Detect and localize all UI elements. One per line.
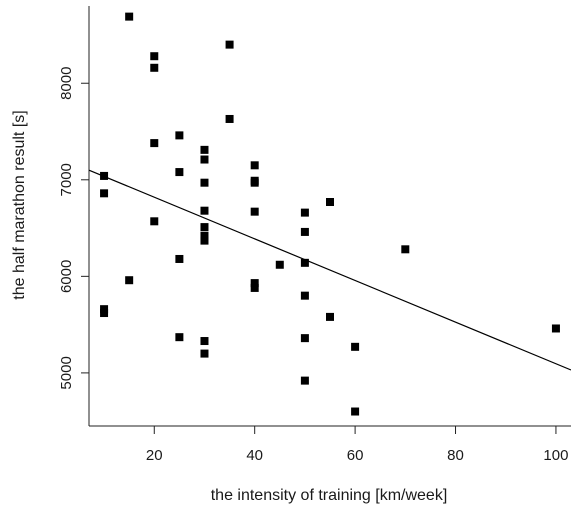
data-point [200,231,209,240]
y-tick-label: 8000 [58,67,75,100]
data-point [300,376,309,385]
data-point [200,236,209,245]
plot-frame [88,6,571,427]
data-point [250,279,259,288]
data-point [100,171,109,180]
data-point [175,254,184,263]
data-point [300,258,309,267]
data-point [200,155,209,164]
data-point [250,161,259,170]
data-point [175,131,184,140]
data-point [300,227,309,236]
data-point [150,52,159,61]
data-point [100,309,109,318]
data-point [351,407,360,416]
x-axis: 20 40 60 80 100 [146,426,568,464]
data-point [351,342,360,351]
data-point [250,207,259,216]
data-point [200,178,209,187]
data-point [225,40,234,49]
data-point [300,291,309,300]
regression-line [88,169,571,371]
y-tick-label: 6000 [58,260,75,293]
data-point [125,12,134,21]
data-point [326,312,334,321]
data-point [225,114,234,123]
y-axis: 5000 6000 7000 8000 [58,67,89,390]
data-point [150,63,159,72]
data-point [100,189,109,198]
data-point [551,324,560,333]
data-point [150,139,159,148]
data-point [175,168,184,177]
data-point [200,223,209,232]
y-tick-label: 7000 [58,163,75,196]
data-point [275,260,284,269]
x-tick-label: 20 [146,447,163,464]
data-point [200,206,209,215]
data-point [125,276,134,285]
x-tick-label: 60 [347,447,364,464]
data-point [150,217,159,226]
x-tick-label: 40 [246,447,263,464]
regression-layer [88,169,571,371]
x-axis-label: the intensity of training [km/week] [211,487,448,504]
data-point [200,145,209,154]
data-point [300,334,309,343]
y-axis-label: the half marathon result [s] [11,110,28,299]
data-point [200,337,209,346]
data-point [250,283,259,292]
y-tick-label: 5000 [58,356,75,389]
x-tick-label: 80 [447,447,464,464]
x-tick-label: 100 [543,447,568,464]
data-point [300,208,309,217]
data-point [200,349,209,358]
data-point [401,245,410,254]
data-point [175,333,184,342]
data-points [100,12,560,416]
data-point [326,198,334,206]
data-point [250,178,259,187]
